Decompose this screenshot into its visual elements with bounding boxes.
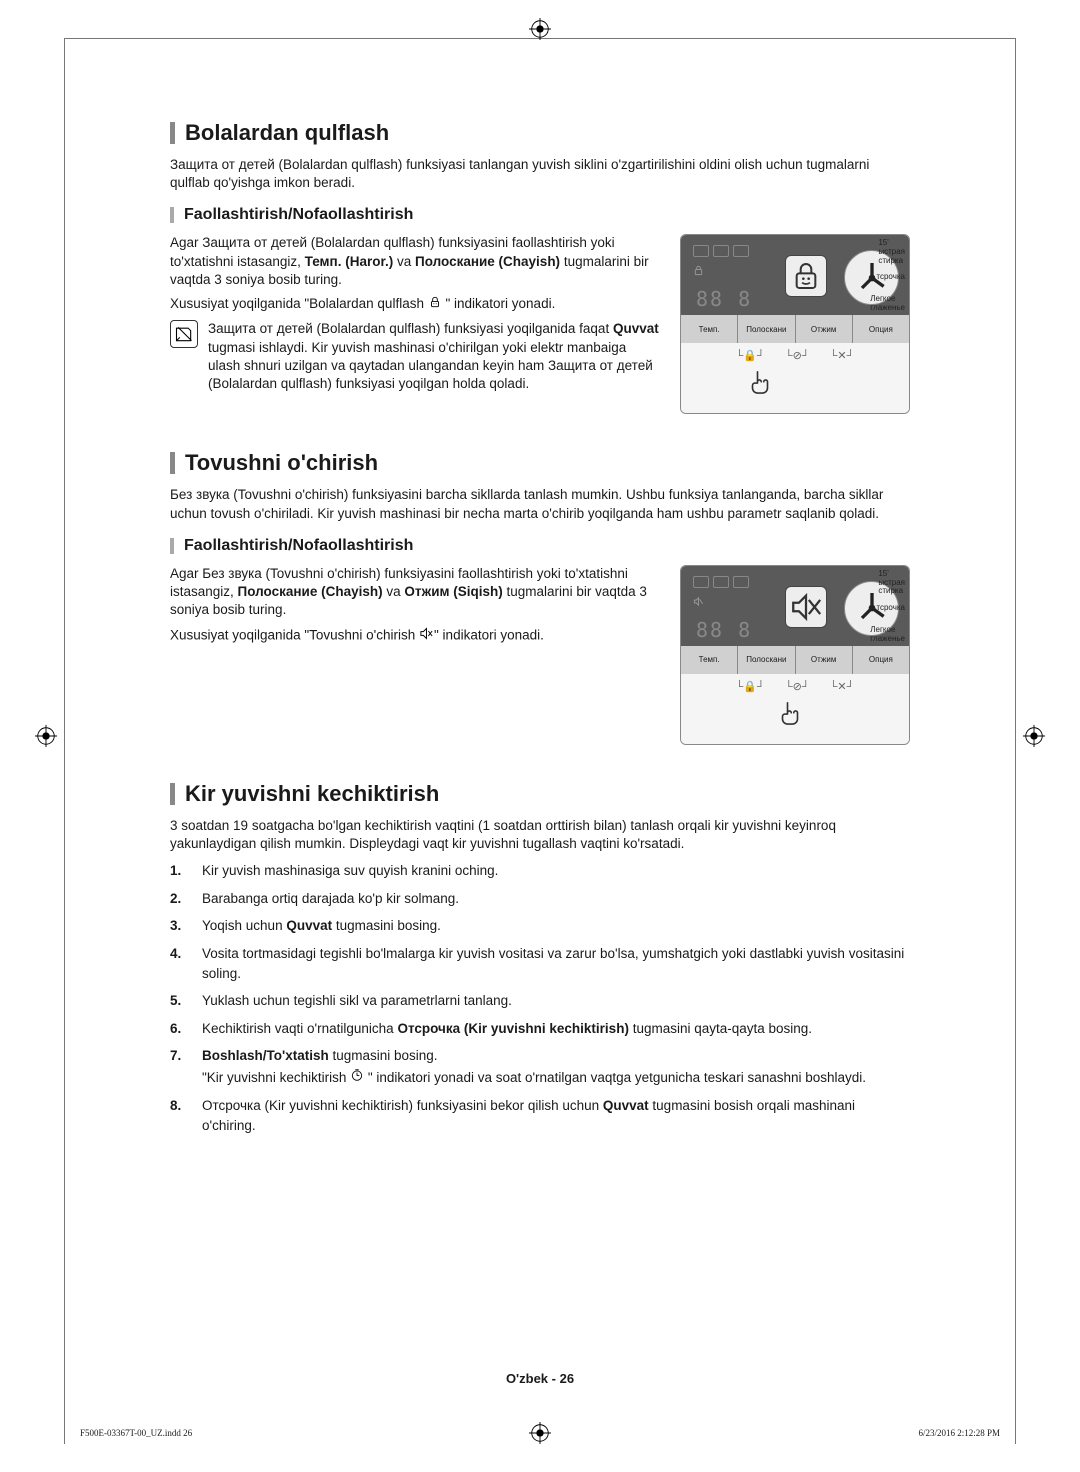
panel-btn: Отжим: [796, 646, 853, 674]
step-7-sub: "Kir yuvishni kechiktirish " indikatori …: [202, 1068, 910, 1088]
paragraph-2: Xususiyat yoqilganida "Tovushni o'chiris…: [170, 626, 660, 646]
dial-label: 15'ыстраястирка: [878, 239, 905, 265]
panel-btn: Опция: [853, 315, 909, 343]
step-7: Boshlash/To'xtatish tugmasini bosing. "K…: [170, 1046, 910, 1088]
panel-button-row: Темп. Полоскани Отжим Опция: [681, 646, 909, 674]
registration-mark-bottom: [529, 1422, 551, 1444]
display-top-icons: [693, 245, 749, 257]
subheading-activate: Faollashtirish/Nofaollashtirish: [170, 537, 910, 555]
crop-border-right: [1015, 38, 1016, 1444]
hand-pointer-icon: [745, 368, 775, 403]
registration-mark-right: [1023, 725, 1045, 747]
panel-btn: Полоскани: [738, 646, 795, 674]
mute-large-icon: [785, 586, 827, 628]
lock-smile-icon: [785, 255, 827, 297]
subheading-text: Faollashtirish/Nofaollashtirish: [184, 206, 413, 224]
clock-icon: [350, 1068, 364, 1088]
panel-button-row: Темп. Полоскани Отжим Опция: [681, 315, 909, 343]
heading-text: Bolalardan qulflash: [185, 120, 389, 146]
dial-label: Легкоеглаженье: [870, 295, 905, 313]
display-top-icons: [693, 576, 749, 588]
heading-child-lock: Bolalardan qulflash: [170, 120, 910, 146]
panel-btn: Темп.: [681, 646, 738, 674]
paragraph-2: Xususiyat yoqilganida "Bolalardan qulfla…: [170, 295, 660, 314]
step-8: Отсрочка (Kir yuvishni kechiktirish) fun…: [170, 1096, 910, 1135]
panel-btn: Отжим: [796, 315, 853, 343]
heading-text: Kir yuvishni kechiktirish: [185, 781, 439, 807]
page-number: O'zbek - 26: [0, 1371, 1080, 1386]
registration-mark-left: [35, 725, 57, 747]
panel-btn: Опция: [853, 646, 909, 674]
registration-mark-top: [529, 18, 551, 40]
intro-text: Защита от детей (Bolalardan qulflash) fu…: [170, 156, 910, 192]
note-text: Защита от детей (Bolalardan qulflash) fu…: [208, 320, 660, 393]
heading-mute: Tovushni o'chirish: [170, 450, 910, 476]
step-3: Yoqish uchun Quvvat tugmasini bosing.: [170, 916, 910, 936]
hand-pointer-icon: [775, 699, 805, 734]
display-mute-row: [693, 596, 704, 607]
footer-filename: F500E-03367T-00_UZ.indd 26: [80, 1428, 192, 1438]
display-digits: 88 8: [696, 618, 752, 642]
subheading-text: Faollashtirish/Nofaollashtirish: [184, 537, 413, 555]
panel-btn: Темп.: [681, 315, 738, 343]
dial-label: тсрочка: [876, 604, 905, 613]
step-5: Yuklash uchun tegishli sikl va parametrl…: [170, 991, 910, 1011]
mute-icon: [419, 626, 434, 646]
bracket-icons: └🔒┘└⊘┘└✕┘: [736, 349, 855, 362]
panel-bottom: └🔒┘└⊘┘└✕┘: [681, 674, 909, 744]
section-delay: Kir yuvishni kechiktirish 3 soatdan 19 s…: [170, 781, 910, 1135]
paragraph-1: Agar Без звука (Tovushni o'chirish) funk…: [170, 565, 660, 620]
note-icon: [170, 320, 198, 348]
section-child-lock: Bolalardan qulflash Защита от детей (Bol…: [170, 120, 910, 414]
step-6: Kechiktirish vaqti o'rnatilgunicha Отсро…: [170, 1019, 910, 1039]
dial-label: 15'ыстраястирка: [878, 570, 905, 596]
dial-label: тсрочка: [876, 273, 905, 282]
dial-label: Легкоеглаженье: [870, 626, 905, 644]
footer-timestamp: 6/23/2016 2:12:28 PM: [918, 1428, 1000, 1438]
panel-bottom: └🔒┘└⊘┘└✕┘: [681, 343, 909, 413]
display-digits: 88 8: [696, 287, 752, 311]
steps-list: Kir yuvish mashinasiga suv quyish kranin…: [170, 861, 910, 1135]
step-1: Kir yuvish mashinasiga suv quyish kranin…: [170, 861, 910, 881]
panel-btn: Полоскани: [738, 315, 795, 343]
step-4: Vosita tortmasidagi tegishli bo'lmalarga…: [170, 944, 910, 983]
note-block: Защита от детей (Bolalardan qulflash) fu…: [170, 320, 660, 399]
intro-text: Без звука (Tovushni o'chirish) funksiyas…: [170, 486, 910, 522]
bracket-icons: └🔒┘└⊘┘└✕┘: [736, 680, 855, 693]
display-lock-row: [693, 265, 704, 276]
lock-icon: [428, 295, 442, 314]
crop-border-left: [64, 38, 65, 1444]
control-panel-illustration-lock: 88 8 15'ыстраястирка тсрочка Легкоеглаже…: [680, 234, 910, 414]
heading-delay: Kir yuvishni kechiktirish: [170, 781, 910, 807]
step-2: Barabanga ortiq darajada ko'p kir solman…: [170, 889, 910, 909]
heading-text: Tovushni o'chirish: [185, 450, 378, 476]
subheading-activate: Faollashtirish/Nofaollashtirish: [170, 206, 910, 224]
control-panel-illustration-mute: 88 8 15'ыстраястирка тсрочка Легкоеглаже…: [680, 565, 910, 745]
section-mute: Tovushni o'chirish Без звука (Tovushni o…: [170, 450, 910, 744]
paragraph-1: Agar Защита от детей (Bolalardan qulflas…: [170, 234, 660, 289]
intro-text: 3 soatdan 19 soatgacha bo'lgan kechiktir…: [170, 817, 910, 853]
